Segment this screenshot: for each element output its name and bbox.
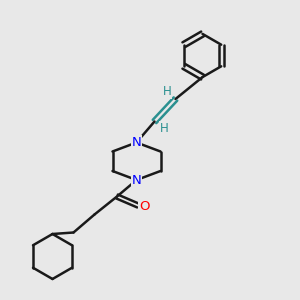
Text: O: O	[139, 200, 150, 214]
Text: N: N	[132, 136, 141, 149]
Text: N: N	[132, 173, 141, 187]
Text: H: H	[163, 85, 172, 98]
Text: H: H	[160, 122, 169, 135]
